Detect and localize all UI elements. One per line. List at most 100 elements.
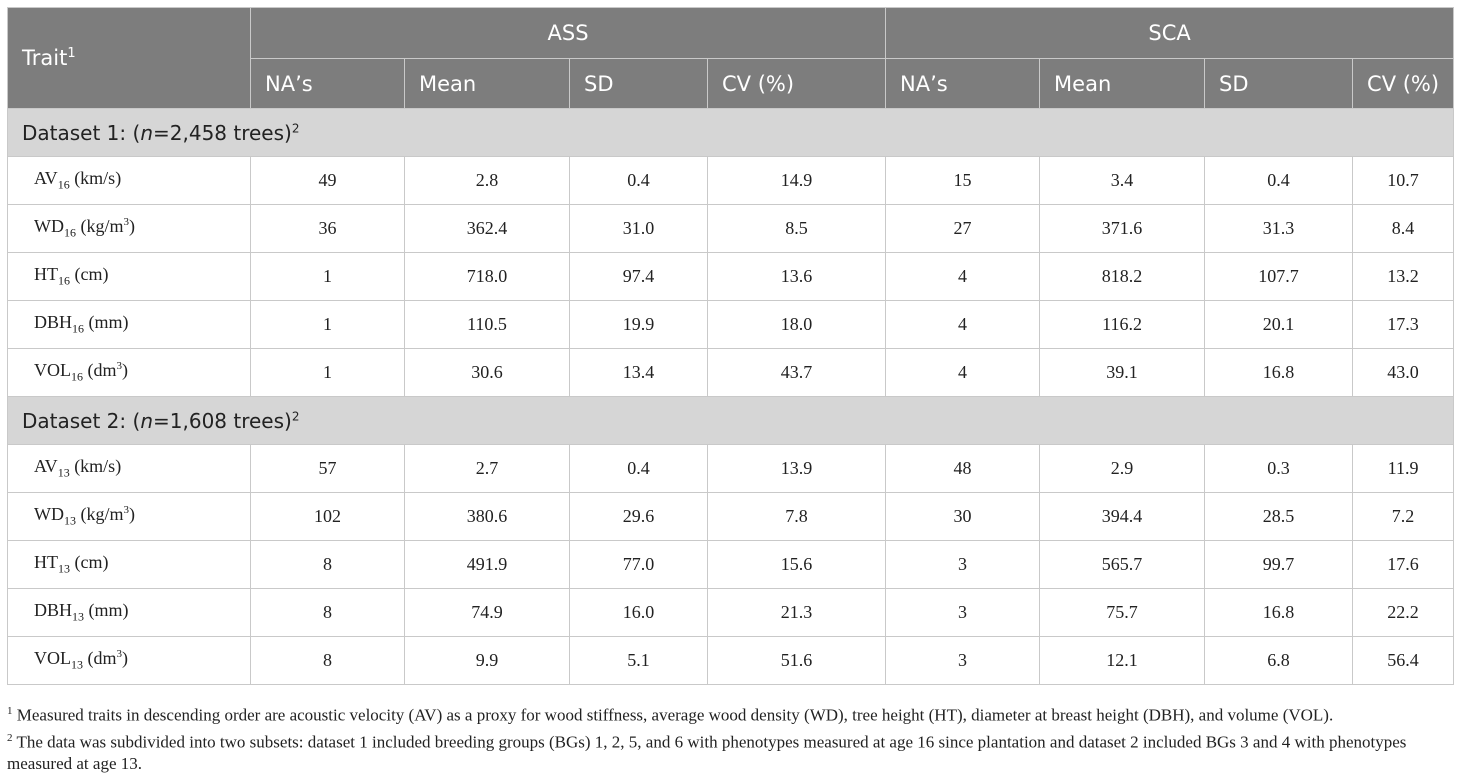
dataset-label-n: n — [140, 120, 153, 145]
sca-mean-cell: 39.1 — [1039, 348, 1206, 397]
footnote-1: 1 Measured traits in descending order ar… — [7, 700, 1453, 727]
trait-cell: WD16 (kg/m3) — [7, 204, 251, 253]
trait-abbr: AV — [34, 456, 58, 477]
trait-age: 16 — [72, 321, 85, 336]
trait-cell: AV16 (km/s) — [7, 156, 251, 205]
sca-mean-cell: 394.4 — [1039, 492, 1206, 541]
ass-sd-cell: 29.6 — [569, 492, 708, 541]
footnote-1-mark: 1 — [7, 705, 13, 717]
ass-na-cell: 1 — [250, 252, 405, 301]
ass-na-cell: 8 — [250, 540, 405, 589]
ass-cv-cell: 13.9 — [706, 444, 887, 493]
trait-age: 13 — [71, 657, 83, 672]
trait-unit-power: 3 — [123, 504, 130, 517]
sca-mean-cell: 371.6 — [1039, 204, 1206, 253]
footnote-2: 2 The data was subdivided into two subse… — [7, 727, 1453, 776]
ass-group-header: ASS — [249, 7, 887, 59]
trait-age: 13 — [57, 465, 70, 480]
trait-unit: (cm) — [70, 552, 109, 573]
trait-age: 13 — [72, 609, 85, 624]
trait-cell: HT13 (cm) — [7, 540, 251, 589]
ass-mean-cell: 2.7 — [404, 444, 570, 493]
ass-sd-cell: 13.4 — [569, 348, 708, 397]
sca-sd-cell: 99.7 — [1204, 540, 1354, 589]
sca-na-cell: 15 — [885, 156, 1041, 205]
sca-cv-header: CV (%) — [1352, 58, 1455, 109]
table-row: AV16 (km/s) 49 2.8 0.4 14.9 15 3.4 0.4 10.7 — [7, 156, 1455, 205]
ass-mean-cell: 110.5 — [404, 300, 570, 349]
table-body: Dataset 1: (n=2,458 trees)2 AV16 (km/s) 49… — [6, 108, 1455, 685]
trait-unit: (km/s) — [69, 168, 122, 189]
sca-sd-cell: 107.7 — [1204, 252, 1354, 301]
sca-na-cell: 4 — [885, 300, 1041, 349]
trait-unit-power: 3 — [116, 648, 123, 661]
dataset-label-prefix: Dataset 1: ( — [22, 120, 141, 145]
trait-age: 13 — [58, 561, 70, 576]
trait-abbr: VOL — [34, 648, 71, 669]
dataset-section-row: Dataset 2: (n=1,608 trees)2 — [6, 396, 1455, 445]
ass-cv-cell: 8.5 — [706, 204, 887, 253]
dataset-footnote-mark: 2 — [291, 408, 300, 423]
ass-mean-cell: 380.6 — [404, 492, 570, 541]
footnote-2-mark: 2 — [7, 731, 13, 744]
trait-unit: (kg/m — [76, 216, 124, 237]
trait-cell: DBH13 (mm) — [7, 588, 251, 637]
ass-cv-cell: 7.8 — [706, 492, 887, 541]
ass-mean-cell: 9.9 — [404, 636, 570, 685]
sca-cv-cell: 17.6 — [1352, 540, 1455, 589]
ass-cv-cell: 14.9 — [706, 156, 887, 205]
ass-cv-cell: 13.6 — [706, 252, 887, 301]
sca-mean-cell: 2.9 — [1039, 444, 1206, 493]
trait-unit: (mm) — [84, 600, 129, 621]
footnotes: 1 Measured traits in descending order ar… — [7, 700, 1453, 775]
dataset-section-row: Dataset 1: (n=2,458 trees)2 — [6, 108, 1455, 157]
sca-na-cell: 4 — [885, 348, 1041, 397]
trait-header-footnote-mark: 1 — [67, 46, 76, 61]
sca-sd-cell: 28.5 — [1204, 492, 1354, 541]
trait-abbr: WD — [34, 504, 64, 525]
sca-sd-header: SD — [1204, 58, 1354, 109]
sca-mean-cell: 116.2 — [1039, 300, 1206, 349]
ass-na-cell: 57 — [250, 444, 405, 493]
sca-cv-cell: 43.0 — [1352, 348, 1455, 397]
dataset-label: Dataset 1: (n=2,458 trees)2 — [6, 108, 1455, 157]
sca-na-cell: 3 — [885, 540, 1041, 589]
sca-cv-cell: 8.4 — [1352, 204, 1455, 253]
sca-mean-cell: 75.7 — [1039, 588, 1206, 637]
header-row-groups: Trait1 ASS SCA — [7, 7, 1455, 109]
ass-na-cell: 102 — [250, 492, 405, 541]
trait-unit-close: ) — [129, 216, 135, 237]
table-row: WD16 (kg/m3) 36 362.4 31.0 8.5 27 371.6 31.3 8.4 — [7, 204, 1455, 253]
table-row: DBH16 (mm) 1 110.5 19.9 18.0 4 116.2 20.1 17.3 — [7, 300, 1455, 349]
sca-cv-cell: 13.2 — [1352, 252, 1455, 301]
ass-mean-cell: 718.0 — [404, 252, 570, 301]
sca-cv-cell: 11.9 — [1352, 444, 1455, 493]
trait-cell: HT16 (cm) — [7, 252, 251, 301]
ass-mean-cell: 491.9 — [404, 540, 570, 589]
table-row: DBH13 (mm) 8 74.9 16.0 21.3 3 75.7 16.8 22.2 — [7, 588, 1455, 637]
ass-cv-header: CV (%) — [706, 58, 887, 109]
trait-unit-power: 3 — [116, 360, 123, 373]
table-row: HT16 (cm) 1 718.0 97.4 13.6 4 818.2 107.7 13.2 — [7, 252, 1455, 301]
ass-cv-cell: 18.0 — [706, 300, 887, 349]
dataset-label-count: =1,608 trees) — [153, 408, 292, 433]
trait-unit: (mm) — [84, 312, 129, 333]
trait-abbr: HT — [34, 552, 58, 573]
sca-na-cell: 27 — [885, 204, 1041, 253]
dataset-footnote-mark: 2 — [291, 120, 300, 135]
sca-cv-cell: 7.2 — [1352, 492, 1455, 541]
trait-abbr: DBH — [34, 312, 73, 333]
trait-unit: (cm) — [70, 264, 109, 285]
trait-cell: AV13 (km/s) — [7, 444, 251, 493]
trait-age: 16 — [64, 225, 76, 240]
ass-mean-cell: 30.6 — [404, 348, 570, 397]
trait-cell: VOL13 (dm3) — [7, 636, 251, 685]
trait-unit: (km/s) — [69, 456, 122, 477]
trait-age: 16 — [71, 369, 83, 384]
trait-cell: VOL16 (dm3) — [7, 348, 251, 397]
trait-abbr: DBH — [34, 600, 73, 621]
ass-mean-cell: 362.4 — [404, 204, 570, 253]
sca-sd-cell: 20.1 — [1204, 300, 1354, 349]
ass-sd-cell: 97.4 — [569, 252, 708, 301]
table-row: VOL16 (dm3) 1 30.6 13.4 43.7 4 39.1 16.8 43.0 — [7, 348, 1455, 397]
